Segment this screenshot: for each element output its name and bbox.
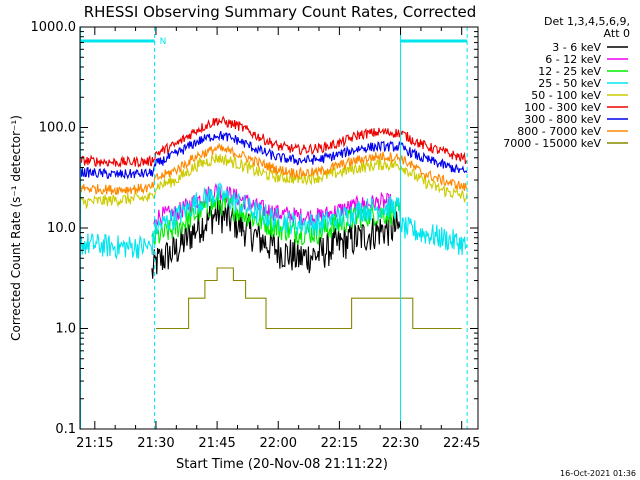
y-tick-label: 1.0 <box>55 322 76 337</box>
y-tick-label: 100.0 <box>39 121 76 136</box>
legend-header-line-2: Att 0 <box>604 27 630 40</box>
legend-header-line-1: Det 1,3,4,5,6,9, <box>544 15 630 28</box>
timestamp: 16-Oct-2021 01:36 <box>560 469 636 478</box>
series-line-100-300kev <box>79 115 468 168</box>
plot-area: N <box>79 27 468 429</box>
series-line-3-6kev <box>151 197 401 279</box>
x-tick-label: 22:30 <box>382 436 419 451</box>
y-tick-label: 10.0 <box>47 221 76 236</box>
x-tick-label: 22:45 <box>443 436 480 451</box>
x-tick-label: 22:15 <box>321 436 358 451</box>
x-axis-label: Start Time (20-Nov-08 21:11:22) <box>176 457 388 472</box>
x-tick-label: 21:15 <box>76 436 113 451</box>
x-tick-label: 21:30 <box>137 436 174 451</box>
series-line-25-50kev <box>80 182 468 260</box>
x-tick-label: 22:00 <box>260 436 297 451</box>
legend-label-12-25kev: 12 - 25 keV <box>538 65 601 78</box>
night-label: N <box>160 37 167 47</box>
y-tick-label: 1000.0 <box>31 20 77 35</box>
series-line-800-7000kev <box>80 142 468 195</box>
legend-label-7000-15000kev: 7000 - 15000 keV <box>503 137 601 150</box>
axes: 0.1 1.0 10.0 100.0 1000.0 21:15 21:30 21:45 22:0… <box>31 20 481 451</box>
y-axis-label: Corrected Count Rate (s⁻¹ detector⁻¹) <box>9 115 23 341</box>
legend-label-25-50kev: 25 - 50 keV <box>538 77 601 90</box>
legend-label-100-300kev: 100 - 300 keV <box>524 101 601 114</box>
y-tick-label: 0.1 <box>55 422 76 437</box>
series-line-300-800kev <box>79 130 468 180</box>
legend-label-800-7000kev: 800 - 7000 keV <box>517 125 601 138</box>
x-tick-label: 21:45 <box>198 436 235 451</box>
legend-header: Det 1,3,4,5,6,9, Att 0 <box>544 15 630 40</box>
series-line-12-25kev <box>151 191 402 246</box>
series-line-50-100kev <box>80 153 468 210</box>
legend-label-50-100kev: 50 - 100 keV <box>531 89 601 102</box>
chart-title: RHESSI Observing Summary Count Rates, Co… <box>84 3 477 21</box>
legend-label-6-12kev: 6 - 12 keV <box>545 53 601 66</box>
series-line-7000-15000kev <box>156 267 462 330</box>
legend-label-300-800kev: 300 - 800 keV <box>524 113 601 126</box>
legend-label-3-6kev: 3 - 6 keV <box>552 41 601 54</box>
